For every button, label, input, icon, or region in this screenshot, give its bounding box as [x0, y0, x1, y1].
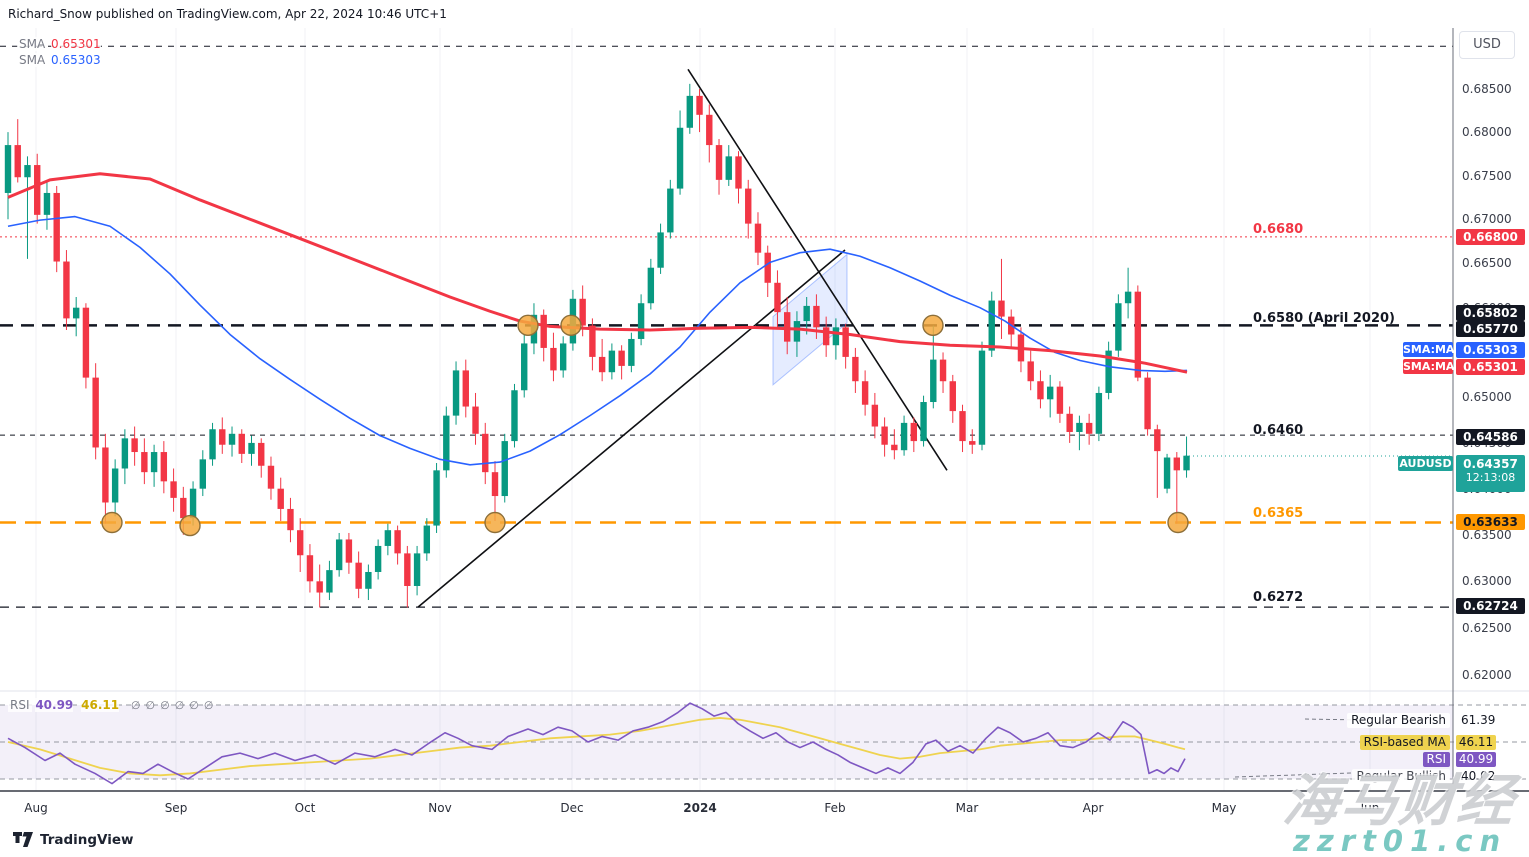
rsi-legend-label[interactable]: RSI [8, 698, 32, 712]
price-tick-label[interactable]: 0.67500 [1462, 168, 1512, 183]
tradingview-logo-icon [13, 832, 33, 847]
time-tick-aug[interactable]: Aug [24, 801, 48, 815]
rsi-based-ma-value: 46.11 [1456, 735, 1496, 750]
axis-badge-sma-blue[interactable]: 0.65303 [1456, 342, 1525, 358]
axis-badge-65802[interactable]: 0.65802 [1456, 305, 1525, 321]
rsi-based-ma-label[interactable]: RSI-based MA [1359, 735, 1450, 750]
time-tick-oct[interactable]: Oct [294, 801, 316, 815]
price-tick-label[interactable]: 0.63000 [1462, 574, 1512, 589]
sma-ma-pill-blue[interactable]: SMA:MA [1403, 342, 1455, 357]
divergence-label-regular-bearish[interactable]: Regular Bearish [1347, 713, 1450, 728]
divergence-marker-icon[interactable]: ∅ [189, 699, 199, 712]
price-tick-label[interactable]: 0.67000 [1462, 212, 1512, 227]
price-tick-label[interactable]: 0.62500 [1462, 621, 1512, 636]
level-label-6365[interactable]: 0.6365 [1253, 506, 1304, 521]
bar-countdown: 12:13:08 [1465, 471, 1516, 484]
divergence-value-bullish: 40.02 [1461, 769, 1496, 783]
time-tick-sep[interactable]: Sep [164, 801, 188, 815]
time-tick-nov[interactable]: Nov [428, 801, 452, 815]
axis-badge-sma-red[interactable]: 0.65301 [1456, 359, 1525, 375]
time-tick-apr[interactable]: Apr [1082, 801, 1104, 815]
tradingview-logo[interactable]: TradingView [13, 831, 134, 848]
divergence-value-bearish: 61.39 [1461, 713, 1496, 727]
divergence-marker-icon[interactable]: ∅ [145, 699, 156, 712]
price-tick-label[interactable]: 0.63500 [1462, 527, 1512, 542]
rsi-value: 40.99 [1456, 752, 1496, 767]
time-tick-may[interactable]: May [1211, 801, 1237, 815]
time-tick-dec[interactable]: Dec [560, 801, 584, 815]
price-tick-label[interactable]: 0.65000 [1462, 390, 1512, 405]
axis-badge-62724[interactable]: 0.62724 [1456, 598, 1525, 614]
level-label-6680[interactable]: 0.6680 [1253, 222, 1304, 237]
time-tick-jun[interactable]: Jun [1360, 801, 1380, 815]
divergence-marker-icon[interactable]: ∅ [174, 699, 185, 712]
time-tick-mar[interactable]: Mar [955, 801, 979, 815]
sma-red-value[interactable]: 0.65301 [51, 37, 101, 51]
publication-title: Richard_Snow published on TradingView.co… [8, 7, 447, 21]
price-tick-label[interactable]: 0.66500 [1462, 256, 1512, 271]
current-price-badge[interactable]: 0.64357 12:13:08 [1456, 455, 1525, 492]
time-tick-feb[interactable]: Feb [824, 801, 846, 815]
sma-blue-value[interactable]: 0.65303 [51, 53, 101, 67]
axis-badge-63633[interactable]: 0.63633 [1456, 514, 1525, 530]
axis-badge-64586[interactable]: 0.64586 [1456, 429, 1525, 445]
rsi-legend-value[interactable]: 40.99 [35, 698, 74, 712]
sma-legend-label[interactable]: SMA [17, 37, 48, 51]
divergence-marker-icon[interactable]: ∅ [203, 699, 214, 712]
axis-badge-66800[interactable]: 0.66800 [1456, 229, 1525, 245]
divergence-label-regular-bullish[interactable]: Regular Bullish [1352, 769, 1450, 784]
axis-badge-65770[interactable]: 0.65770 [1456, 321, 1525, 337]
price-tick-label[interactable]: 0.68000 [1462, 125, 1512, 140]
price-tick-label[interactable]: 0.68500 [1462, 82, 1512, 96]
level-label-6272[interactable]: 0.6272 [1253, 590, 1304, 605]
rsi-label[interactable]: RSI [1422, 752, 1450, 767]
divergence-marker-icon[interactable]: ∅ [160, 699, 170, 712]
sma-ma-pill-red[interactable]: SMA:MA [1403, 359, 1455, 374]
price-tick-label[interactable]: 0.62000 [1462, 668, 1512, 683]
tradingview-logo-text: TradingView [40, 831, 134, 848]
current-price-value: 0.64357 [1463, 457, 1518, 471]
time-tick-2024[interactable]: 2024 [683, 801, 717, 815]
symbol-pill-audusd[interactable]: AUDUSD [1398, 456, 1453, 471]
currency-toggle-button[interactable]: USD [1459, 31, 1515, 59]
divergence-marker-icon[interactable]: ∅ [130, 699, 141, 712]
level-label-6580-april-2020[interactable]: 0.6580 (April 2020) [1253, 311, 1395, 326]
sma-legend-label[interactable]: SMA [17, 53, 48, 67]
rsi-ma-legend-value[interactable]: 46.11 [81, 698, 120, 712]
level-label-6460[interactable]: 0.6460 [1253, 423, 1304, 438]
